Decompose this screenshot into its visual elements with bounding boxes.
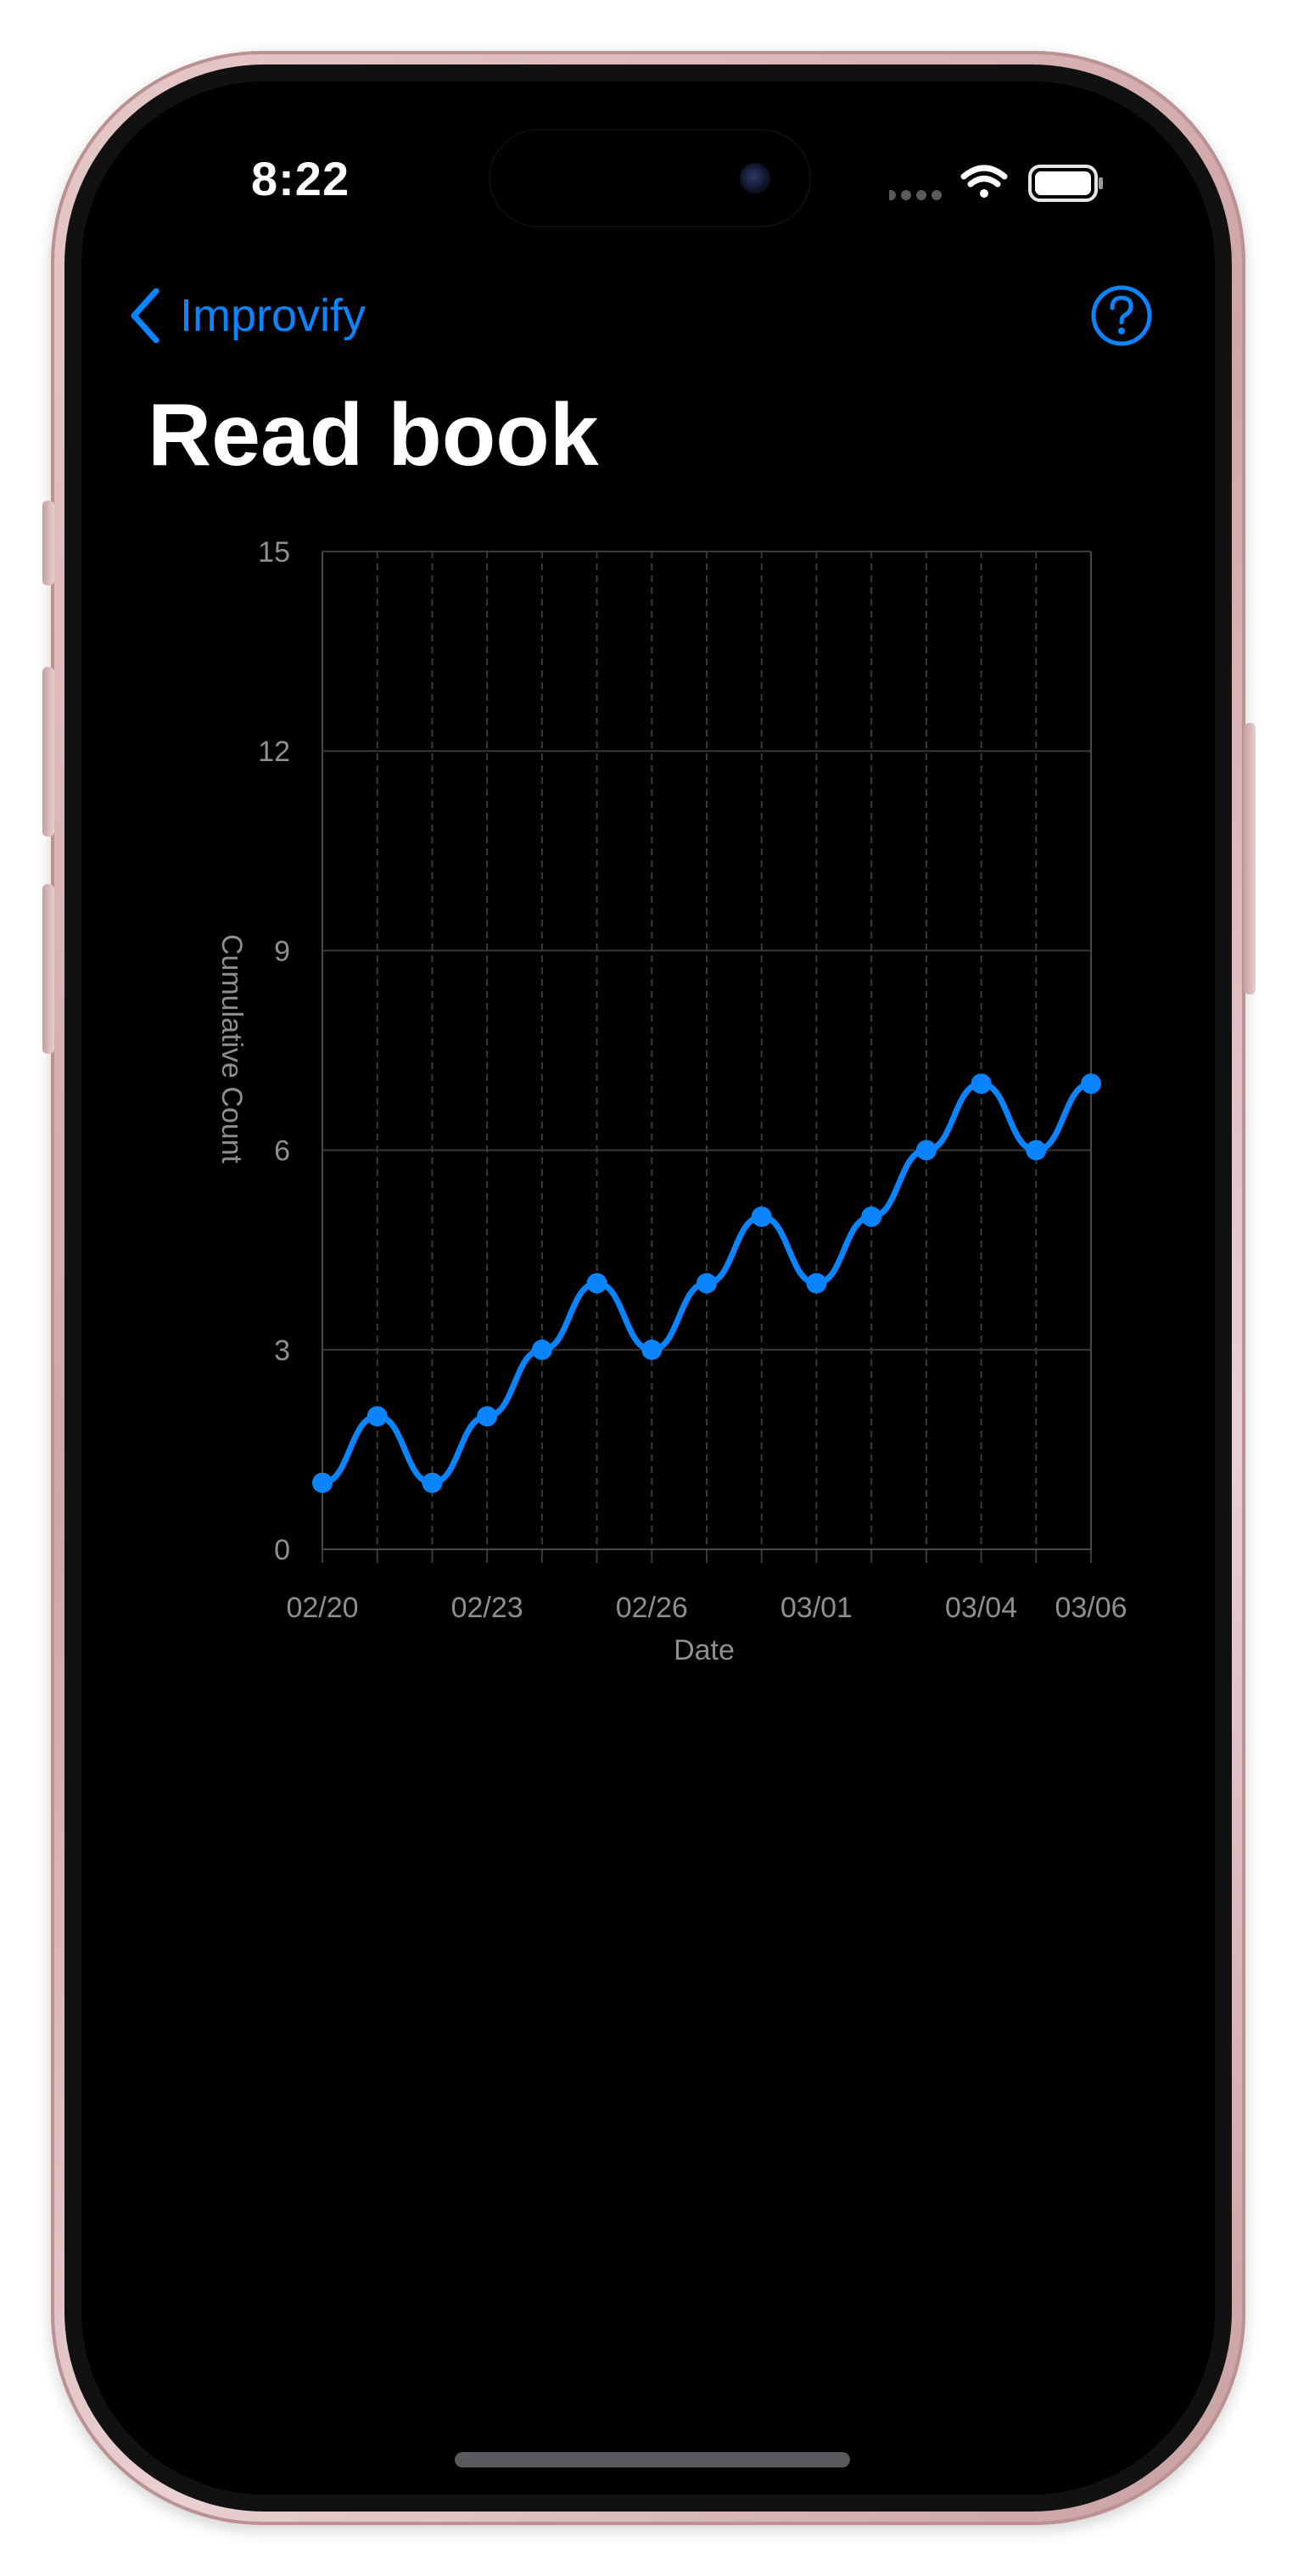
volume-up-button: [42, 667, 54, 837]
power-button: [1244, 723, 1256, 994]
back-button-label: Improvify: [180, 290, 366, 341]
help-button[interactable]: [1089, 283, 1154, 348]
chevron-left-icon: [131, 288, 159, 344]
front-camera: [740, 163, 770, 193]
back-button[interactable]: Improvify: [127, 283, 366, 348]
battery-icon: [1028, 165, 1103, 202]
status-icons: [886, 158, 1110, 209]
page-title: Read book: [148, 386, 599, 484]
wifi-icon: [960, 165, 1008, 198]
action-button: [42, 501, 54, 585]
cellular-dots-icon: [886, 190, 942, 200]
status-time: 8:22: [251, 152, 350, 205]
question-circle-icon: [1091, 285, 1152, 346]
dynamic-island: [490, 131, 809, 226]
volume-down-button: [42, 884, 54, 1054]
home-indicator: [455, 2452, 850, 2467]
